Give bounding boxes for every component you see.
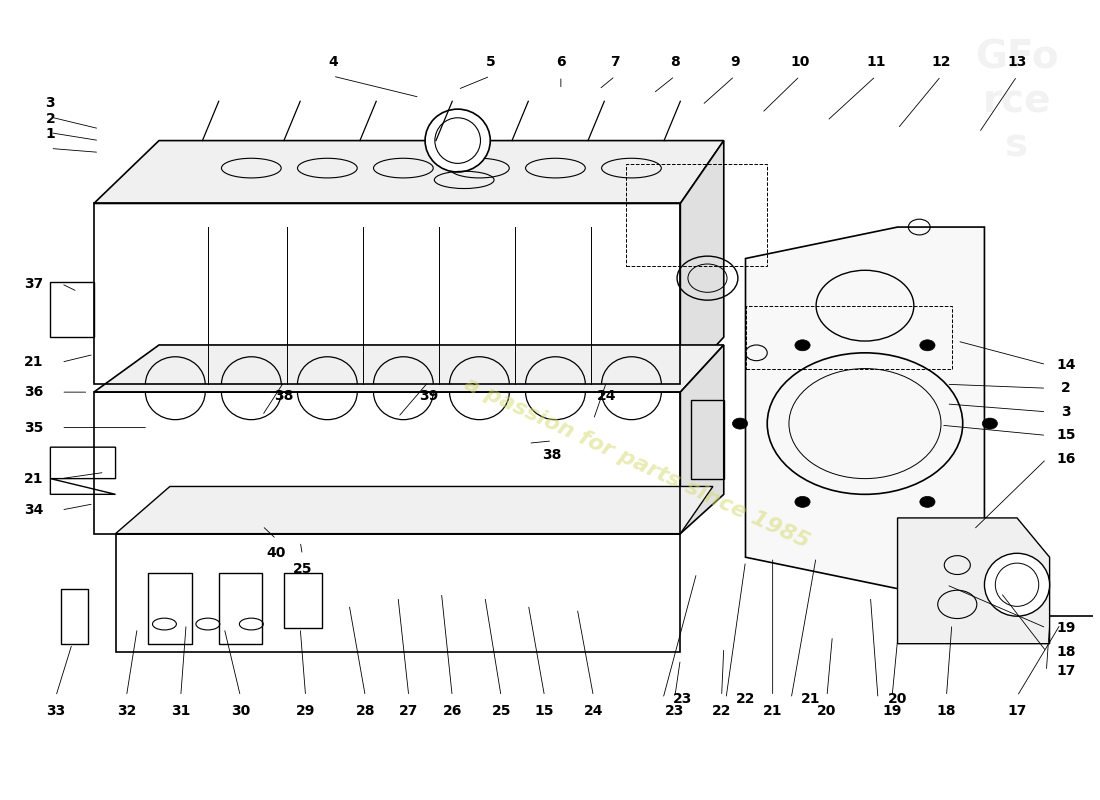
Text: 18: 18 — [937, 703, 956, 718]
Text: 39: 39 — [419, 389, 438, 403]
Text: 18: 18 — [1056, 645, 1076, 658]
Text: 2: 2 — [45, 111, 55, 126]
Ellipse shape — [425, 109, 491, 172]
Polygon shape — [680, 141, 724, 384]
Text: GFo
rce
s: GFo rce s — [976, 38, 1059, 164]
Text: 14: 14 — [1056, 358, 1076, 372]
Text: 12: 12 — [932, 55, 950, 69]
Polygon shape — [746, 227, 984, 589]
Text: 3: 3 — [1062, 405, 1070, 418]
Text: 13: 13 — [1008, 55, 1026, 69]
Polygon shape — [94, 345, 724, 392]
Text: 25: 25 — [293, 562, 312, 576]
Text: 34: 34 — [24, 503, 44, 517]
Circle shape — [795, 340, 810, 350]
Text: 27: 27 — [399, 703, 418, 718]
Text: 15: 15 — [535, 703, 554, 718]
Text: 38: 38 — [274, 389, 294, 403]
Text: 3: 3 — [45, 96, 55, 110]
Text: 6: 6 — [556, 55, 565, 69]
Text: 22: 22 — [736, 692, 756, 706]
Text: 38: 38 — [542, 448, 562, 462]
Text: 23: 23 — [673, 692, 692, 706]
Text: 8: 8 — [670, 55, 680, 69]
Text: 19: 19 — [882, 703, 902, 718]
Text: 21: 21 — [24, 472, 44, 486]
Text: 36: 36 — [24, 385, 44, 399]
Text: 11: 11 — [866, 55, 886, 69]
Text: 10: 10 — [790, 55, 810, 69]
Text: 29: 29 — [296, 703, 316, 718]
Text: 7: 7 — [610, 55, 620, 69]
Polygon shape — [116, 486, 713, 534]
Text: 15: 15 — [1056, 428, 1076, 442]
Text: 24: 24 — [596, 389, 616, 403]
Text: 19: 19 — [1056, 621, 1076, 635]
Text: 1: 1 — [45, 127, 55, 142]
Text: 33: 33 — [46, 703, 65, 718]
Circle shape — [795, 496, 810, 507]
Ellipse shape — [984, 554, 1049, 616]
Text: 37: 37 — [24, 277, 44, 290]
Circle shape — [733, 418, 748, 429]
Text: 30: 30 — [231, 703, 250, 718]
Text: 21: 21 — [763, 703, 782, 718]
Circle shape — [982, 418, 998, 429]
Text: 25: 25 — [492, 703, 510, 718]
Polygon shape — [898, 518, 1049, 644]
Text: 24: 24 — [584, 703, 603, 718]
Text: 31: 31 — [170, 703, 190, 718]
Text: 23: 23 — [666, 703, 684, 718]
Text: 26: 26 — [442, 703, 462, 718]
Text: 20: 20 — [817, 703, 837, 718]
Circle shape — [920, 340, 935, 350]
Text: a passion for parts since 1985: a passion for parts since 1985 — [461, 374, 813, 552]
Text: 22: 22 — [712, 703, 732, 718]
Text: 28: 28 — [355, 703, 375, 718]
Text: 16: 16 — [1056, 452, 1076, 466]
Text: 5: 5 — [485, 55, 495, 69]
Polygon shape — [680, 345, 724, 534]
Text: 17: 17 — [1008, 703, 1026, 718]
Text: 32: 32 — [117, 703, 136, 718]
Text: 21: 21 — [24, 355, 44, 370]
Text: 17: 17 — [1056, 664, 1076, 678]
Text: 35: 35 — [24, 421, 44, 434]
Text: 2: 2 — [1062, 382, 1070, 395]
Text: 4: 4 — [328, 55, 338, 69]
Polygon shape — [94, 141, 724, 203]
Circle shape — [920, 496, 935, 507]
Text: 20: 20 — [888, 692, 907, 706]
Text: 40: 40 — [266, 546, 286, 560]
Text: 9: 9 — [729, 55, 739, 69]
Text: 21: 21 — [801, 692, 821, 706]
